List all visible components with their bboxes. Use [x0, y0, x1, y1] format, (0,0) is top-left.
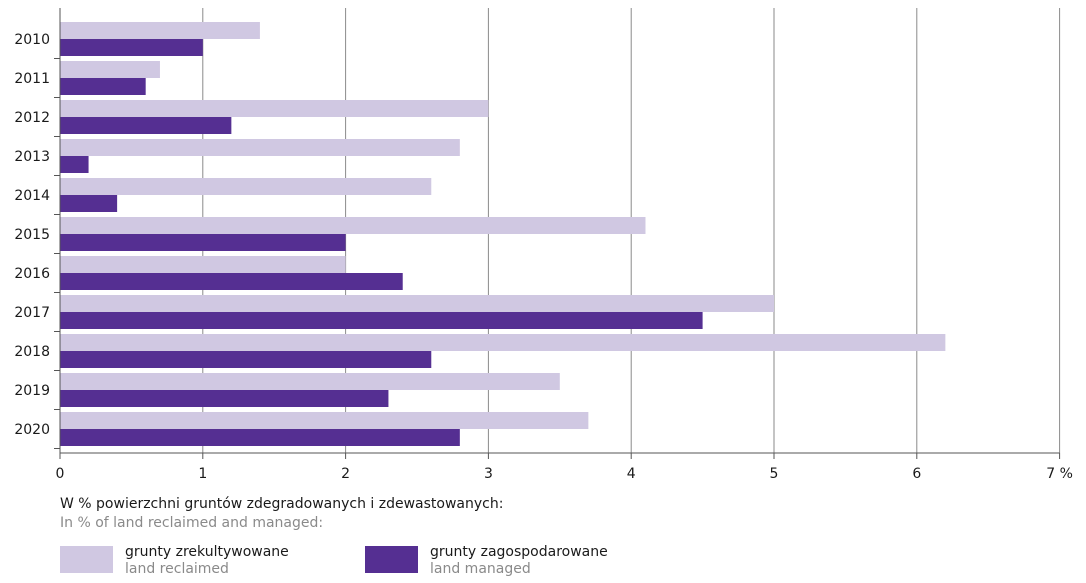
bar-managed — [60, 312, 703, 329]
bar-reclaimed — [60, 22, 260, 39]
bar-managed — [60, 351, 432, 368]
x-tick-label: 0 — [56, 466, 65, 482]
x-tick-label: 3 — [484, 466, 493, 482]
y-tick-label: 2017 — [14, 305, 50, 321]
bar-managed — [60, 273, 403, 290]
y-tick-label: 2019 — [14, 383, 50, 399]
bars — [60, 22, 946, 446]
legend-item-managed: grunty zagospodarowane land managed — [365, 544, 608, 578]
bar-reclaimed — [60, 373, 560, 390]
y-tick-label: 2015 — [14, 227, 50, 243]
bar-reclaimed — [60, 61, 160, 78]
y-tick-label: 2012 — [14, 110, 50, 126]
bar-chart: 0 1 2 3 4 5 6 7 % 2010 2011 2012 2013 2014 2015 2016 20… — [14, 8, 1073, 482]
axes — [54, 8, 1061, 459]
legend-label-managed-en: land managed — [430, 561, 531, 577]
bar-managed — [60, 117, 232, 134]
y-tick-label: 2013 — [14, 149, 50, 165]
bar-reclaimed — [60, 100, 489, 117]
y-tick-label: 2018 — [14, 344, 50, 360]
x-tick-label: 2 — [341, 466, 350, 482]
bar-managed — [60, 195, 118, 212]
legend-title: W % powierzchni gruntów zdegradowanych i… — [60, 496, 504, 512]
bar-reclaimed — [60, 178, 432, 195]
bar-reclaimed — [60, 295, 774, 312]
legend-label-reclaimed-en: land reclaimed — [125, 561, 229, 577]
bar-managed — [60, 390, 389, 407]
legend-swatch-managed — [365, 546, 418, 573]
bar-reclaimed — [60, 256, 346, 273]
bar-managed — [60, 234, 346, 251]
bar-managed — [60, 156, 89, 173]
legend-subtitle: In % of land reclaimed and managed: — [60, 515, 324, 531]
y-tick-label: 2020 — [14, 422, 50, 438]
bar-reclaimed — [60, 412, 589, 429]
x-tick-label: 5 — [770, 466, 779, 482]
legend-swatch-reclaimed — [60, 546, 113, 573]
y-tick-label: 2010 — [14, 32, 50, 48]
y-tick-label: 2014 — [14, 188, 50, 204]
x-tick-label: 7 % — [1046, 466, 1073, 482]
bar-reclaimed — [60, 217, 646, 234]
x-tick-label: 4 — [627, 466, 636, 482]
bar-managed — [60, 78, 146, 95]
x-tick-label: 6 — [912, 466, 921, 482]
bar-managed — [60, 39, 203, 56]
tick-labels: 0 1 2 3 4 5 6 7 % 2010 2011 2012 2013 2014 2015 2016 20… — [14, 32, 1073, 482]
legend-label-managed: grunty zagospodarowane — [430, 544, 608, 560]
legend-label-reclaimed: grunty zrekultywowane — [125, 544, 289, 560]
bar-reclaimed — [60, 334, 946, 351]
bar-managed — [60, 429, 460, 446]
bar-reclaimed — [60, 139, 460, 156]
x-tick-label: 1 — [198, 466, 207, 482]
legend-item-reclaimed: grunty zrekultywowane land reclaimed — [60, 544, 289, 578]
y-tick-label: 2011 — [14, 71, 50, 87]
y-tick-label: 2016 — [14, 266, 50, 282]
